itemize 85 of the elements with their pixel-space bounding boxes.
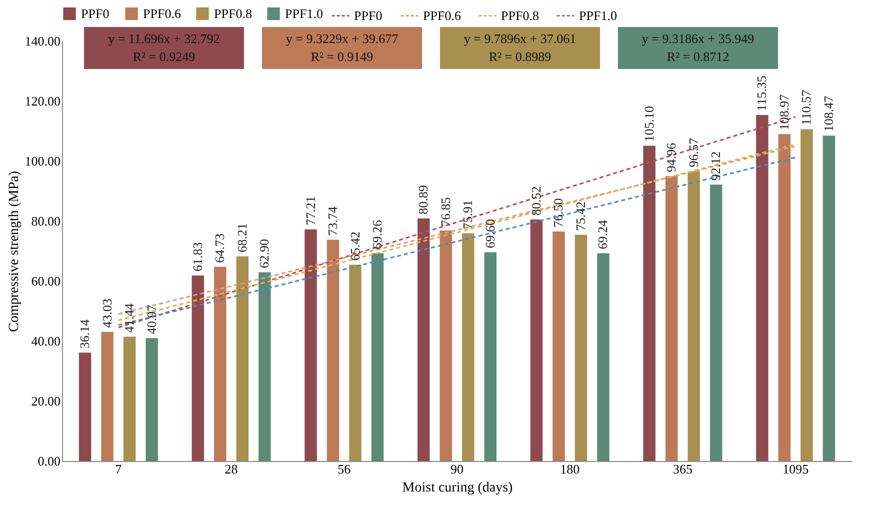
bar (192, 276, 204, 461)
equation-box: y = 9.3186x + 35.949 R² = 0.8712 (618, 27, 778, 69)
x-tick-label: 7 (115, 462, 122, 476)
bar (574, 234, 588, 461)
equation-box: y = 9.7896x + 37.061 R² = 0.8989 (440, 27, 600, 69)
data-label: 110.57 (798, 90, 814, 126)
data-label: 80.52 (528, 186, 544, 216)
data-label: 108.47 (820, 95, 836, 132)
data-label: 61.83 (190, 242, 205, 272)
bar (304, 229, 317, 461)
y-tick-label: 20.00 (31, 394, 60, 408)
data-label: 75.42 (572, 201, 588, 231)
data-label: 92.12 (708, 151, 724, 181)
bar (710, 184, 722, 461)
bar (643, 146, 656, 461)
data-label: 69.26 (370, 219, 385, 250)
y-tick-label: 0.00 (38, 454, 60, 468)
y-tick-label: 80.00 (31, 214, 60, 228)
data-label: 80.89 (416, 185, 431, 214)
equation-box: y = 11.696x + 32.792 R² = 0.9249 (84, 27, 244, 69)
y-tick-label: 120.00 (24, 94, 60, 108)
data-label: 65.42 (347, 231, 362, 261)
bar (214, 266, 226, 461)
x-tick-label: 28 (224, 462, 238, 476)
legend-label: PPF1.0 (579, 8, 617, 23)
bar (822, 136, 836, 461)
x-tick-label: 1095 (782, 462, 809, 476)
x-tick-label: 180 (560, 462, 580, 476)
legend-label: PPF1.0 (285, 6, 323, 21)
legend-label: PPF0.6 (143, 6, 182, 21)
data-label: 73.74 (325, 206, 340, 236)
data-label: 75.91 (460, 200, 476, 230)
bar (349, 264, 362, 461)
bar (462, 233, 474, 461)
legend-label: PPF0.8 (214, 6, 252, 21)
bar (800, 129, 813, 461)
legend-label: PPF0.6 (423, 8, 462, 23)
legend-label: PPF0 (81, 6, 110, 21)
x-tick-label: 90 (450, 462, 464, 476)
legend-label: PPF0.8 (501, 8, 539, 23)
data-label: 43.03 (99, 298, 114, 328)
data-label: 41.44 (122, 302, 137, 333)
bar (552, 232, 565, 461)
data-label: 96.57 (686, 138, 701, 168)
data-label: 68.21 (234, 223, 250, 252)
legend-label: PPF0 (354, 8, 382, 23)
data-label: 40.97 (144, 304, 159, 334)
bar (665, 176, 678, 461)
bar (236, 256, 249, 461)
data-label: 36.14 (77, 318, 92, 349)
data-label: 108.97 (776, 94, 792, 130)
y-tick-label: 140.00 (24, 34, 60, 48)
x-tick-label: 365 (672, 462, 692, 476)
data-label: 69.24 (595, 220, 610, 250)
y-tick-label: 60.00 (31, 274, 60, 288)
bar (258, 272, 271, 461)
equation-box: y = 9.3229x + 39.677 R² = 0.9149 (262, 27, 422, 69)
bar (101, 332, 114, 461)
data-label: 76.50 (550, 198, 566, 228)
bar (418, 218, 430, 461)
bar (484, 252, 496, 461)
data-label: 64.73 (212, 234, 228, 263)
bar (326, 240, 340, 461)
bar (688, 171, 700, 461)
data-label: 76.85 (438, 197, 453, 226)
bar (146, 338, 158, 461)
data-label: 94.96 (664, 142, 679, 172)
data-label: 62.90 (256, 239, 272, 268)
bar (371, 253, 384, 461)
y-tick-label: 40.00 (31, 334, 60, 348)
y-tick-label: 100.00 (24, 154, 60, 168)
data-label: 105.10 (641, 106, 656, 142)
bar (778, 134, 791, 461)
data-label: 77.21 (302, 196, 318, 226)
bar (597, 253, 610, 461)
y-axis-title: Compressive strength (MPa) (6, 170, 22, 332)
bar (78, 352, 92, 461)
x-tick-label: 56 (338, 462, 352, 476)
bar (123, 336, 136, 461)
bar (530, 219, 543, 461)
x-axis-title: Moist curing (days) (402, 480, 514, 496)
bar (756, 114, 768, 461)
bar (440, 230, 452, 461)
data-label: 115.35 (754, 76, 770, 111)
data-label: 69.60 (482, 218, 498, 248)
